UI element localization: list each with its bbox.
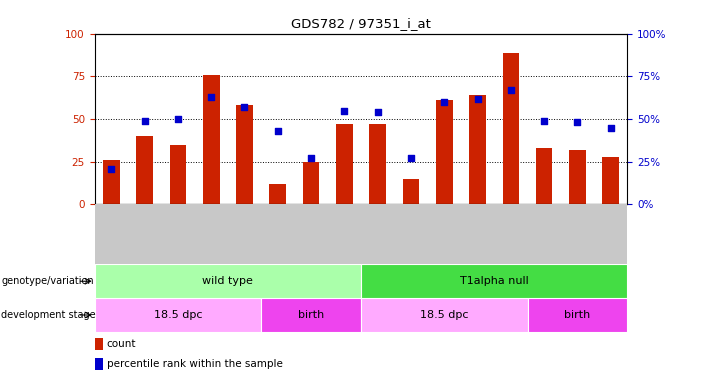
Bar xyxy=(336,124,353,204)
Bar xyxy=(95,358,102,370)
Point xyxy=(239,104,250,110)
Bar xyxy=(103,160,120,204)
Bar xyxy=(95,264,361,298)
Bar xyxy=(170,145,186,204)
Bar xyxy=(203,75,219,204)
Bar xyxy=(269,184,286,204)
Text: count: count xyxy=(107,339,136,349)
Bar xyxy=(361,264,627,298)
Bar xyxy=(361,298,528,332)
Bar xyxy=(402,179,419,204)
Bar xyxy=(436,100,453,204)
Point xyxy=(205,94,217,100)
Point xyxy=(106,165,117,171)
Text: development stage: development stage xyxy=(1,310,96,320)
Point xyxy=(372,109,383,115)
Point xyxy=(572,120,583,126)
Text: percentile rank within the sample: percentile rank within the sample xyxy=(107,359,283,369)
Bar xyxy=(369,124,386,204)
Bar xyxy=(569,150,586,204)
Bar xyxy=(95,338,102,350)
Text: GDS782 / 97351_i_at: GDS782 / 97351_i_at xyxy=(291,17,431,30)
Bar xyxy=(236,105,253,204)
Point xyxy=(405,155,416,161)
Text: T1alpha null: T1alpha null xyxy=(460,276,529,286)
Bar xyxy=(303,162,320,204)
Bar xyxy=(503,53,519,204)
Text: 18.5 dpc: 18.5 dpc xyxy=(420,310,468,320)
Point xyxy=(306,155,317,161)
Point xyxy=(538,118,550,124)
Text: 18.5 dpc: 18.5 dpc xyxy=(154,310,202,320)
Bar xyxy=(602,157,619,204)
Point xyxy=(339,108,350,114)
Text: birth: birth xyxy=(298,310,324,320)
Text: wild type: wild type xyxy=(203,276,253,286)
Text: genotype/variation: genotype/variation xyxy=(1,276,94,286)
Point xyxy=(272,128,283,134)
Point xyxy=(605,124,616,130)
Point xyxy=(172,116,184,122)
Bar xyxy=(469,95,486,204)
Point xyxy=(139,118,150,124)
Bar xyxy=(528,298,627,332)
Point xyxy=(505,87,517,93)
Bar xyxy=(136,136,153,204)
Point xyxy=(472,96,483,102)
Bar xyxy=(261,298,361,332)
Point xyxy=(439,99,450,105)
Text: birth: birth xyxy=(564,310,590,320)
Bar xyxy=(95,298,261,332)
Bar xyxy=(536,148,552,204)
